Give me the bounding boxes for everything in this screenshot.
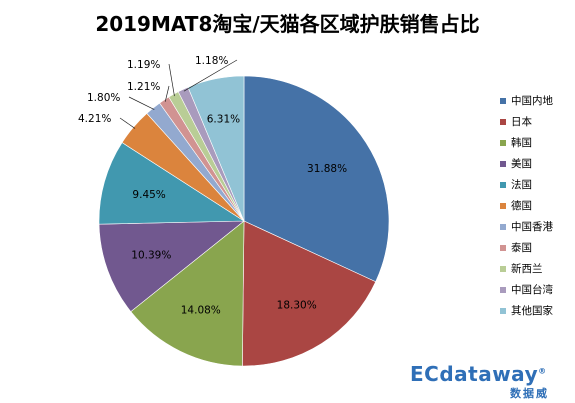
legend-label-2: 日本	[511, 116, 532, 128]
chart-legend: 中国内地日本韩国美国法国德国中国香港泰国新西兰中国台湾其他国家	[500, 90, 575, 321]
slice-label-5: 9.45%	[132, 189, 165, 201]
legend-label-3: 韩国	[511, 137, 532, 149]
pie-slice-5	[98, 142, 245, 225]
legend-item-6: 德国	[500, 195, 575, 216]
leader-line-10	[183, 59, 238, 92]
ecdataway-logo: ECdataway® 数据威	[410, 362, 575, 403]
legend-swatch-3	[500, 139, 506, 146]
slice-label-4: 10.39%	[131, 250, 171, 262]
legend-label-8: 泰国	[511, 242, 532, 254]
logo-registered-mark: ®	[538, 366, 547, 376]
leader-line-6	[119, 117, 136, 129]
slice-label-3: 14.08%	[181, 305, 221, 317]
legend-swatch-9	[500, 265, 506, 272]
legend-swatch-7	[500, 223, 506, 230]
slice-label-10: 1.18%	[195, 55, 228, 67]
legend-item-3: 韩国	[500, 132, 575, 153]
legend-label-11: 其他国家	[511, 305, 553, 317]
slice-label-6: 4.21%	[78, 113, 111, 125]
slice-label-2: 18.30%	[277, 299, 317, 311]
legend-item-2: 日本	[500, 111, 575, 132]
pie-slice-2	[242, 220, 377, 367]
pie-slice-1	[243, 75, 390, 283]
slice-label-1: 31.88%	[307, 163, 347, 175]
legend-item-5: 法国	[500, 174, 575, 195]
legend-swatch-10	[500, 286, 506, 293]
legend-swatch-8	[500, 244, 506, 251]
pie-slice-4	[98, 220, 245, 313]
legend-item-7: 中国香港	[500, 216, 575, 237]
leader-line-8	[164, 85, 170, 102]
legend-item-10: 中国台湾	[500, 279, 575, 300]
legend-item-9: 新西兰	[500, 258, 575, 279]
leader-line-7	[128, 96, 155, 110]
logo-sub-text: 数据威	[510, 387, 549, 400]
legend-swatch-1	[500, 97, 506, 104]
legend-item-4: 美国	[500, 153, 575, 174]
legend-label-4: 美国	[511, 158, 532, 170]
legend-label-7: 中国香港	[511, 221, 553, 233]
legend-swatch-11	[500, 307, 506, 314]
pie-slice-11	[187, 75, 245, 222]
logo-main-text: ECdataway	[410, 362, 539, 386]
legend-item-8: 泰国	[500, 237, 575, 258]
legend-swatch-4	[500, 160, 506, 167]
chart-title: 2019MAT8淘宝/天猫各区域护肤销售占比	[95, 12, 480, 36]
legend-label-9: 新西兰	[511, 263, 543, 275]
slice-label-7: 1.80%	[87, 92, 120, 104]
legend-swatch-6	[500, 202, 506, 209]
legend-label-10: 中国台湾	[511, 284, 553, 296]
legend-swatch-2	[500, 118, 506, 125]
legend-label-6: 德国	[511, 200, 532, 212]
legend-item-1: 中国内地	[500, 90, 575, 111]
leader-line-9	[168, 63, 175, 97]
legend-item-11: 其他国家	[500, 300, 575, 321]
pie-slice-3	[130, 220, 245, 367]
slice-label-11: 6.31%	[207, 114, 240, 126]
legend-label-1: 中国内地	[511, 95, 553, 107]
legend-label-5: 法国	[511, 179, 532, 191]
slice-label-8: 1.21%	[127, 81, 160, 93]
legend-swatch-5	[500, 181, 506, 188]
slice-label-9: 1.19%	[127, 59, 160, 71]
